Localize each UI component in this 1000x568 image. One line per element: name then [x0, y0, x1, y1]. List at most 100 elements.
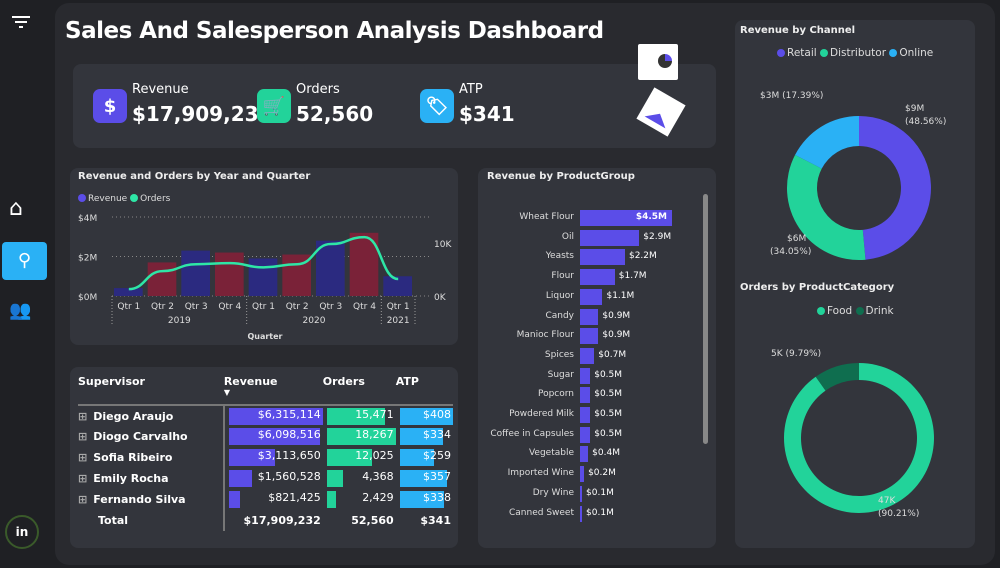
page-title: Sales And Salesperson Analysis Dashboard	[65, 18, 604, 44]
table-row[interactable]: ⊞ Diogo Carvalho $6,098,516 18,267 $334	[78, 426, 453, 447]
product-value: $0.7M	[598, 349, 627, 360]
atp-bar	[399, 491, 444, 508]
product-row[interactable]: Manioc Flour $0.9M	[480, 328, 710, 345]
filter-icon[interactable]	[12, 16, 30, 28]
product-bar[interactable]	[580, 308, 599, 325]
revenue-bar[interactable]	[147, 262, 177, 296]
revenue-bar[interactable]	[114, 288, 143, 296]
product-bar[interactable]	[580, 485, 583, 502]
expand-icon[interactable]: ⊞	[78, 409, 88, 423]
combo-chart: $0M $2M $4M 0K 10K Qtr 1 Qtr 2 Qtr 3 Qtr 4 Qtr 1 Q…	[78, 214, 452, 341]
header-orders[interactable]: Orders	[322, 375, 365, 388]
product-row[interactable]: Vegetable $0.4M	[480, 446, 710, 463]
table-row[interactable]: ⊞ Diego Araujo $6,315,114 15,471 $408	[78, 405, 453, 426]
product-label: Canned Sweet	[509, 507, 574, 518]
product-value: $0.2M	[588, 468, 616, 479]
product-label: Dry Wine	[532, 487, 574, 498]
product-bar[interactable]	[580, 407, 591, 423]
product-label: Popcorn	[537, 389, 574, 400]
expand-icon[interactable]: ⊞	[78, 430, 88, 443]
product-bar[interactable]	[580, 505, 583, 522]
legend-drink: Drink	[865, 305, 894, 317]
table-row[interactable]: ⊞ Fernando Silva $821,425 2,429 $338	[78, 489, 453, 510]
y2-tick: 10K	[434, 240, 452, 250]
donut-slice-food[interactable]	[784, 363, 934, 513]
people-icon[interactable]: 👥	[9, 300, 32, 321]
product-row[interactable]: Yeasts $2.2M	[480, 249, 710, 266]
scrollbar[interactable]	[703, 194, 708, 444]
y-tick: $0M	[78, 293, 97, 303]
x-tick: Qtr 2	[286, 302, 309, 312]
product-row[interactable]: Oil $2.9M	[480, 229, 710, 246]
product-bar[interactable]	[580, 446, 589, 463]
analysis-icon[interactable]: ⚲	[2, 242, 47, 280]
product-row[interactable]: Sugar $0.5M	[480, 367, 710, 384]
product-row[interactable]: Imported Wine $0.2M	[480, 466, 710, 483]
chart-title: Revenue and Orders by Year and Quarter	[78, 171, 311, 182]
table-row[interactable]: ⊞ Emily Rocha $1,560,528 4,368 $357	[78, 468, 453, 489]
legend: Food Drink	[817, 305, 894, 317]
header-revenue[interactable]: Revenue ▼	[223, 375, 278, 397]
product-bar[interactable]	[580, 269, 615, 286]
donut-slice-retail[interactable]	[859, 116, 931, 260]
revenue-bar[interactable]	[215, 252, 244, 296]
product-row[interactable]: Powdered Milk $0.5M	[480, 407, 710, 423]
product-row[interactable]: Candy $0.9M	[480, 308, 710, 325]
table-row[interactable]: ⊞ Sofia Ribeiro $3,113,650 12,025 $259	[78, 447, 453, 468]
x-axis-title: Quarter	[247, 332, 282, 341]
product-label: Coffee in Capsules	[490, 428, 574, 439]
x-tick: Qtr 3	[319, 302, 342, 312]
product-bar[interactable]	[580, 426, 591, 443]
revenue-bar[interactable]	[248, 258, 278, 296]
product-row[interactable]: Flour $1.7M	[480, 269, 710, 286]
product-row[interactable]: Dry Wine $0.1M	[480, 485, 710, 502]
atp-cell: $334	[423, 428, 451, 441]
legend-orders: Orders	[140, 194, 171, 204]
donut-slice-drink[interactable]	[815, 363, 859, 391]
revenue-bar[interactable]	[383, 276, 412, 296]
chart-title: Revenue by Channel	[740, 25, 856, 36]
product-row[interactable]: Popcorn $0.5M	[480, 387, 710, 404]
product-row[interactable]: Canned Sweet $0.1M	[480, 505, 710, 522]
kpi-value: 52,560	[296, 102, 374, 126]
linkedin-icon[interactable]: in	[5, 515, 39, 549]
product-row[interactable]: Liquor $1.1M	[480, 288, 710, 305]
product-bar[interactable]	[580, 466, 585, 483]
donut-slice-distributor[interactable]	[787, 154, 866, 260]
supervisor-name: Sofia Ribeiro	[93, 451, 173, 464]
legend-food: Food	[827, 305, 853, 317]
product-bar[interactable]	[580, 210, 672, 226]
revenue-bar[interactable]	[181, 250, 210, 296]
online-label: $3M (17.39%)	[760, 91, 824, 101]
product-label: Sugar	[547, 369, 574, 380]
product-bar[interactable]	[580, 387, 591, 404]
expand-icon[interactable]: ⊞	[78, 493, 88, 506]
expand-icon[interactable]: ⊞	[78, 472, 88, 485]
food-label: 47K	[878, 496, 896, 506]
product-bar[interactable]	[580, 288, 603, 305]
supervisor-table-card: Supervisor Revenue ▼ Orders ATP ⊞ Diego Araujo…	[70, 367, 458, 548]
product-row[interactable]: Coffee in Capsules $0.5M	[480, 426, 710, 443]
product-bar[interactable]	[580, 249, 625, 266]
x-tick: Qtr 1	[387, 302, 410, 312]
product-bar[interactable]	[580, 229, 640, 246]
revenue-bar[interactable]	[316, 240, 345, 296]
header-atp[interactable]: ATP	[395, 375, 419, 388]
donut-slice-online[interactable]	[795, 116, 859, 169]
product-value: $0.1M	[586, 507, 614, 518]
product-row[interactable]: Spices $0.7M	[480, 347, 710, 364]
home-icon[interactable]: ⌂	[9, 196, 23, 221]
header-supervisor[interactable]: Supervisor	[78, 375, 145, 388]
expand-icon[interactable]: ⊞	[78, 451, 88, 464]
distributor-label: $6M	[787, 234, 807, 244]
x-tick: Qtr 2	[151, 302, 174, 312]
total-cell: $17,909,232	[222, 510, 323, 531]
product-bar[interactable]	[580, 347, 595, 364]
product-bar[interactable]	[580, 328, 599, 345]
product-row[interactable]: Wheat Flour $4.5M	[480, 210, 710, 226]
product-bar[interactable]	[580, 367, 591, 384]
total-cell: Total	[98, 514, 129, 527]
illustration-people-icon	[636, 87, 686, 137]
revenue-cell: $1,560,528	[257, 470, 321, 483]
total-row: Total $17,909,232 52,560 $341	[78, 510, 453, 531]
